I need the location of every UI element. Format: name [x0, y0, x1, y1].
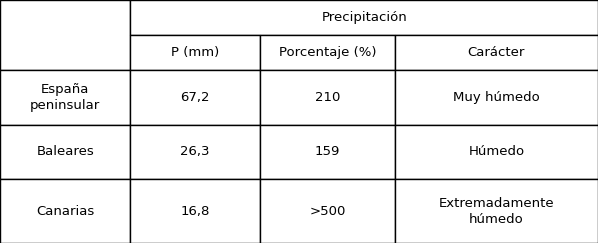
- Bar: [395, 70, 598, 125]
- Text: Extremadamente
húmedo: Extremadamente húmedo: [438, 197, 554, 226]
- Bar: [130, 125, 260, 179]
- Bar: [260, 35, 395, 70]
- Text: >500: >500: [309, 205, 346, 218]
- Text: Porcentaje (%): Porcentaje (%): [279, 46, 376, 59]
- Text: Precipitación: Precipitación: [321, 11, 407, 24]
- Text: Carácter: Carácter: [468, 46, 525, 59]
- Text: 159: 159: [315, 146, 340, 158]
- Bar: [130, 0, 598, 35]
- Text: 16,8: 16,8: [181, 205, 210, 218]
- Text: 26,3: 26,3: [181, 146, 210, 158]
- Bar: [395, 179, 598, 243]
- Bar: [260, 70, 395, 125]
- Bar: [0, 70, 130, 125]
- Text: P (mm): P (mm): [171, 46, 219, 59]
- Bar: [130, 35, 260, 70]
- Text: 210: 210: [315, 91, 340, 104]
- Text: Baleares: Baleares: [36, 146, 94, 158]
- Bar: [130, 179, 260, 243]
- Bar: [260, 125, 395, 179]
- Text: Canarias: Canarias: [36, 205, 94, 218]
- Text: 67,2: 67,2: [181, 91, 210, 104]
- Bar: [0, 179, 130, 243]
- Bar: [130, 70, 260, 125]
- Text: España
peninsular: España peninsular: [30, 83, 100, 112]
- Bar: [0, 125, 130, 179]
- Text: Muy húmedo: Muy húmedo: [453, 91, 540, 104]
- Bar: [260, 179, 395, 243]
- Bar: [395, 125, 598, 179]
- Bar: [0, 0, 130, 70]
- Text: Húmedo: Húmedo: [468, 146, 524, 158]
- Bar: [395, 35, 598, 70]
